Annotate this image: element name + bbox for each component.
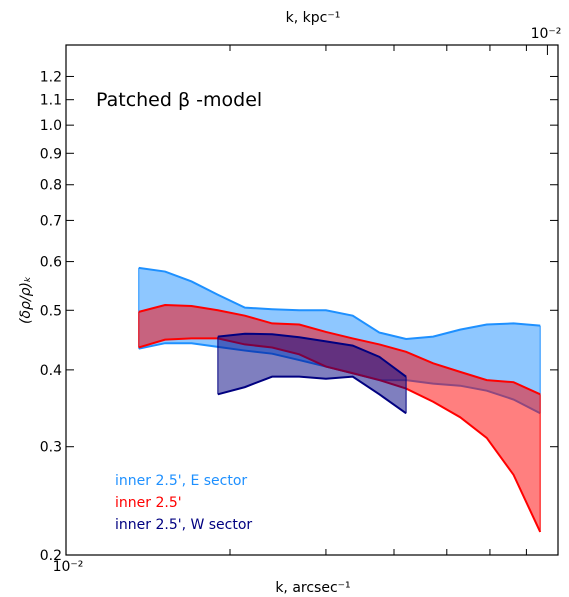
y-tick-label: 0.6: [40, 255, 62, 271]
y-tick-label: 0.9: [40, 146, 62, 162]
band-fill-2: [217, 333, 407, 414]
y-tick-label: 0.3: [40, 440, 62, 456]
plot-frame: [65, 44, 559, 556]
y-tick-label: 0.7: [40, 213, 62, 229]
y-axis: 0.2 0.3 0.4 0.5 0.6 0.7 0.8 0.9 1.0 1.1 1.2: [40, 69, 558, 564]
y-tick-label: 0.2: [40, 548, 62, 564]
legend: inner 2.5', E sector inner 2.5' inner 2.5'…: [115, 473, 252, 533]
y-tick-label: 1.1: [40, 93, 62, 109]
top-axis-title: k, kpc⁻¹: [286, 10, 341, 26]
band-upper-line-1: [138, 303, 541, 396]
bottom-axis-scale-label: 10⁻²: [53, 559, 84, 575]
y-tick-label: 0.8: [40, 178, 62, 194]
legend-entry-2: inner 2.5', W sector: [115, 517, 252, 533]
y-tick-label: 1.2: [40, 69, 62, 85]
y-axis-title: (δρ/ρ)ₖ: [18, 276, 34, 324]
band-upper-line-2: [217, 332, 407, 378]
chart-annotation: Patched β -model: [96, 89, 262, 111]
y-tick-label: 1.0: [40, 118, 62, 134]
top-axis-scale-label: 10⁻²: [531, 26, 562, 42]
bottom-axis-title: k, arcsec⁻¹: [275, 580, 350, 596]
x-axis: [229, 45, 548, 555]
legend-entry-0: inner 2.5', E sector: [115, 473, 247, 489]
y-tick-label: 0.4: [40, 363, 62, 379]
band-lower-line-2: [217, 375, 407, 415]
band-upper-line-0: [138, 266, 541, 341]
legend-entry-1: inner 2.5': [115, 495, 182, 511]
y-tick-label: 0.5: [40, 303, 62, 319]
bands-layer: [138, 266, 542, 533]
